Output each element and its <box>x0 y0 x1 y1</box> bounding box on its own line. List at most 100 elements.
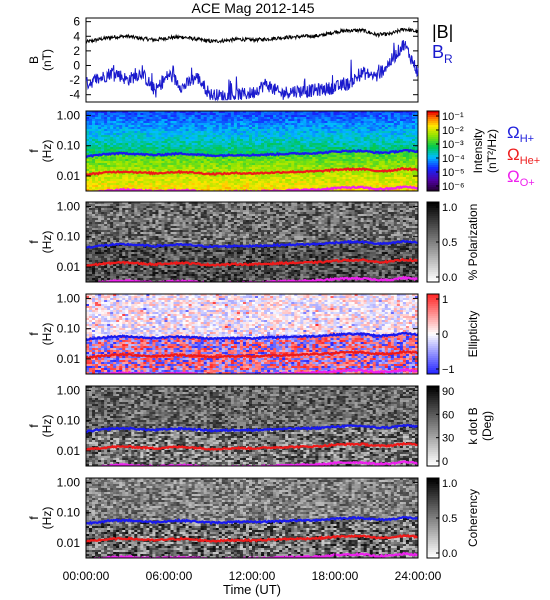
b-plot-frame <box>85 17 419 103</box>
gyro-line-h <box>86 239 418 249</box>
colorbar-tick-label: 1.0 <box>442 202 457 214</box>
colorbar-tick-label: 0.5 <box>442 237 457 249</box>
f-tick-label: 1.00 <box>57 291 81 305</box>
gyro-line-o <box>88 551 418 558</box>
b-y-tick-label: 2 <box>73 44 80 58</box>
colorbar-tick-label: 10⁻³ <box>442 139 464 151</box>
f-ylabel-unit: (Hz) <box>40 231 54 254</box>
panel-kdotb: 1.00 0.10 0.01 f (Hz) 90 60 30 0 k dot B (Deg) <box>27 383 494 468</box>
gyro-line-he <box>86 533 418 543</box>
f-tick-label: 1.00 <box>57 199 81 213</box>
f-tick-label: 0.01 <box>57 260 81 274</box>
x-tick-label: 00:00:00 <box>63 569 110 583</box>
polarization-colorbar: 1.0 0.5 0.0 % Polarization <box>426 201 480 284</box>
colorbar-tick-label: 0.0 <box>442 548 457 560</box>
ellipticity-frame <box>85 293 419 375</box>
f-tick-label: 0.01 <box>57 169 81 183</box>
f-tick-label: 0.10 <box>57 139 81 153</box>
f-tick-label: 1.00 <box>57 108 81 122</box>
f-tick-label: 0.10 <box>57 506 81 520</box>
legend-br-sub: R <box>444 52 453 66</box>
f-ylabel-unit: (Hz) <box>40 415 54 438</box>
intensity-frame <box>85 110 419 192</box>
figure-title: ACE Mag 2012-145 <box>192 0 315 16</box>
gyro-line-o <box>89 367 418 374</box>
f-ylabel: f <box>27 424 41 428</box>
panel-ellipticity: 1.00 0.10 0.01 f (Hz) 1 0 −1 Ellipticity <box>27 291 480 376</box>
gyro-line-he <box>86 441 418 452</box>
f-tick-label: 1.00 <box>57 475 81 489</box>
colorbar-label: Intensity <box>471 129 485 174</box>
f-tick-label: 0.01 <box>57 444 81 458</box>
colorbar-label: Ellipticity <box>466 311 480 358</box>
series-b-magnitude <box>85 26 419 45</box>
polarization-frame <box>85 201 419 283</box>
b-y-tick-label: 6 <box>73 15 80 29</box>
colorbar-tick-label: 10⁻⁶ <box>442 181 465 193</box>
gyro-line-he <box>86 349 418 360</box>
gyro-line-h <box>86 423 418 434</box>
f-tick-label: 1.00 <box>57 383 81 397</box>
spectrogram-panels: 1.000.100.01f (Hz)10⁻¹10⁻²10⁻³10⁻⁴10⁻⁵10⁻… <box>27 108 540 560</box>
colorbar-label: % Polarization <box>466 204 480 281</box>
gyro-line-h <box>86 331 418 342</box>
panel-coherency: 1.00 0.10 0.01 f (Hz) 1.0 0.5 0.0 Coherency <box>27 475 480 560</box>
legend-omega-o: ΩO+ <box>507 167 535 189</box>
f-ylabel: f <box>27 332 41 336</box>
x-tick-label: 12:00:00 <box>229 569 276 583</box>
f-tick-label: 0.01 <box>57 352 81 366</box>
f-ylabel: f <box>27 149 41 153</box>
b-y-tick-label: -4 <box>69 88 80 102</box>
gyro-line-he <box>86 166 418 177</box>
colorbar-tick-label: 10⁻⁵ <box>442 167 465 179</box>
panel-polarization: 1.00 0.10 0.01 f (Hz) 1.0 0.5 0.0 % Polarization <box>27 199 480 284</box>
series-br <box>85 40 419 102</box>
legend-br: BR <box>432 42 453 66</box>
kdotb-frame <box>85 385 419 467</box>
gyro-line-o <box>88 185 418 191</box>
b-ylabel: B <box>27 56 41 64</box>
f-tick-label: 0.10 <box>57 230 81 244</box>
colorbar-label: k dot B <box>466 407 480 444</box>
gyro-line-h <box>86 515 418 526</box>
colorbar-unit: (nT²/Hz) <box>485 129 499 173</box>
colorbar-tick-label: 10⁻⁴ <box>442 153 465 165</box>
colorbar-tick-label: −1 <box>442 364 455 376</box>
ellipticity-spectrogram <box>86 294 418 374</box>
f-ylabel-unit: (Hz) <box>40 507 54 530</box>
colorbar-tick-label: 90 <box>442 386 454 398</box>
coherency-spectrogram <box>86 478 418 558</box>
colorbar-tick-label: 1 <box>442 294 448 306</box>
legend-br-main: B <box>432 42 444 62</box>
f-tick-label: 0.01 <box>57 536 81 550</box>
gyro-line-h <box>86 148 418 159</box>
f-ylabel: f <box>27 240 41 244</box>
b-y-tick-label: 0 <box>73 58 80 72</box>
gyro-line-he <box>86 257 418 267</box>
colorbar-tick-label: 10⁻² <box>442 125 464 137</box>
colorbar-tick-label: 0 <box>442 456 448 468</box>
f-ylabel-unit: (Hz) <box>40 140 54 163</box>
x-tick-label: 18:00:00 <box>312 569 359 583</box>
ellipticity-colorbar: 1 0 −1 Ellipticity <box>426 293 480 376</box>
colorbar-tick-label: 0.0 <box>442 272 457 284</box>
f-tick-label: 0.10 <box>57 322 81 336</box>
legend-omega-h: ΩH+ <box>507 123 534 145</box>
colorbar-tick-label: 60 <box>442 409 454 421</box>
time-axis: 00:00:00 06:00:00 12:00:00 18:00:00 24:00:00 <box>63 553 442 583</box>
x-tick-label: 24:00:00 <box>395 569 442 583</box>
b-y-tick-label: 4 <box>73 29 80 43</box>
b-y-tick-label: -2 <box>69 73 80 87</box>
legend-b-magnitude: |B| <box>432 22 453 42</box>
colorbar-tick-label: 10⁻¹ <box>442 111 464 123</box>
colorbar-unit: (Deg) <box>480 411 494 441</box>
colorbar-tick-label: 30 <box>442 433 454 445</box>
f-tick-label: 0.10 <box>57 414 81 428</box>
b-series-group <box>85 26 419 102</box>
colorbar-tick-label: 0 <box>442 329 448 341</box>
x-tick-label: 06:00:00 <box>146 569 193 583</box>
legend-omega-he: ΩHe+ <box>507 145 540 167</box>
kdotb-colorbar: 90 60 30 0 k dot B (Deg) <box>426 385 494 468</box>
b-ylabel-unit: (nT) <box>40 49 54 71</box>
